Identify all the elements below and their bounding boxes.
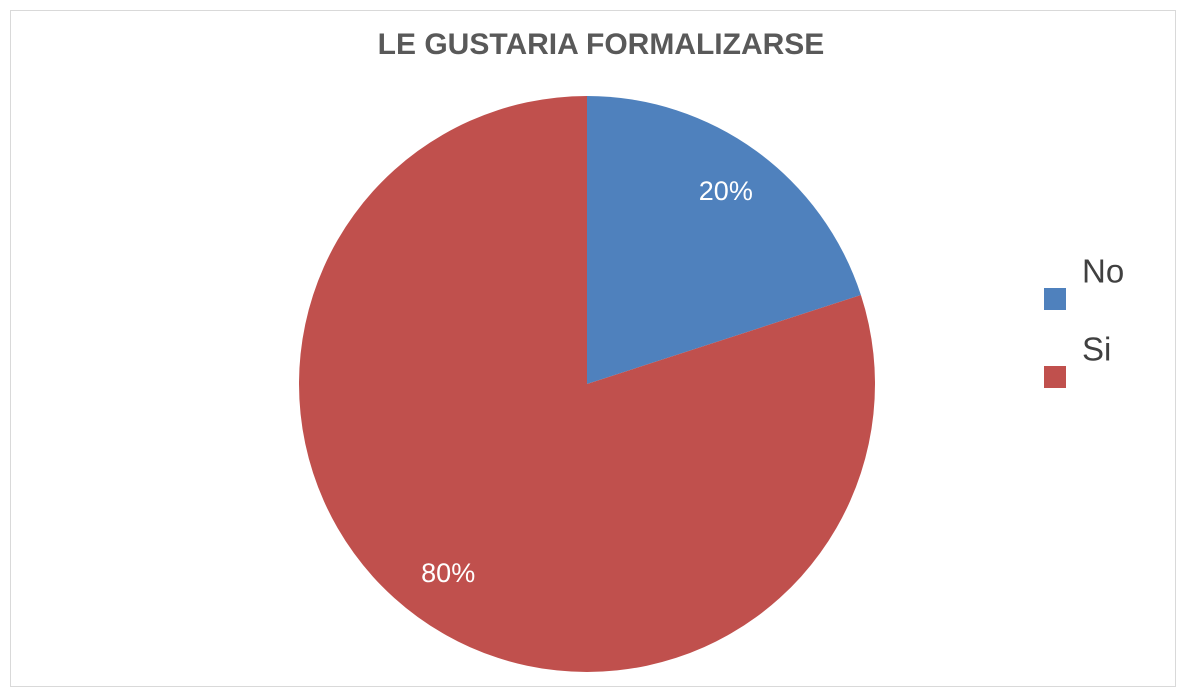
data-label: 20% bbox=[699, 176, 753, 206]
chart-title: LE GUSTARIA FORMALIZARSE bbox=[378, 28, 825, 61]
data-label: 80% bbox=[421, 558, 475, 588]
legend-swatch bbox=[1044, 366, 1066, 388]
pie-slice bbox=[299, 96, 876, 673]
legend-label: No bbox=[1082, 253, 1124, 290]
pie-slice bbox=[587, 96, 861, 384]
legend-label: Si bbox=[1082, 331, 1111, 368]
legend-swatch bbox=[1044, 288, 1066, 310]
